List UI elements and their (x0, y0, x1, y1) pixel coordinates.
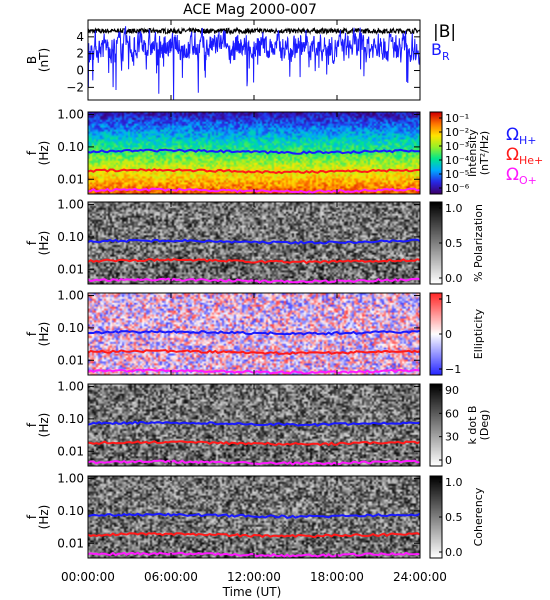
panels: 4 2 0 −2 B(nT) 10⁻¹10⁻²10⁻³10⁻⁴10⁻⁵10⁻⁶ Intens… (25, 19, 491, 584)
y-axis-label: (Hz) (37, 505, 51, 530)
colorbar-tick-label: −1 (445, 363, 461, 376)
gyrofrequency-line (88, 238, 420, 245)
y-tick-label: 0.01 (57, 262, 84, 276)
gyrofrequency-line (88, 512, 420, 519)
colorbar-tick-label: 0.0 (445, 272, 463, 285)
colorbar-label: Coherency (472, 487, 485, 546)
spectrogram-image (88, 202, 420, 284)
colorbar (430, 202, 442, 284)
colorbar-tick-label: 10⁻¹ (445, 112, 469, 125)
y-axis-label: (nT) (37, 48, 51, 72)
legend-b-r: BR (431, 40, 450, 63)
colorbar-tick-label: 60 (445, 407, 459, 420)
y-axis-label: (Hz) (37, 141, 51, 166)
colorbar-label: Intensity(nT²/Hz) (466, 129, 491, 177)
colorbar (430, 112, 442, 194)
y-tick-label: 0.10 (57, 504, 84, 518)
gyrofrequency-line (88, 258, 420, 265)
y-tick-label: −2 (66, 80, 84, 94)
colorbar-tick-label: 10⁻⁶ (445, 182, 470, 195)
colorbar (430, 293, 442, 375)
y-axis-label: f (25, 422, 39, 427)
colorbar-tick-label: 1.0 (445, 202, 463, 215)
colorbar-label: Ellipticity (472, 308, 485, 359)
y-tick-label: 0.01 (57, 353, 84, 367)
y-tick-label: 0.10 (57, 140, 84, 154)
spectrogram-image (88, 293, 420, 375)
gyrofrequency-line (88, 440, 420, 447)
y-tick-label: 0.10 (57, 321, 84, 335)
y-tick-label: 1.00 (57, 198, 84, 212)
gyrofrequency-line (88, 168, 420, 175)
colorbar-label: % Polarization (472, 204, 485, 282)
y-axis-label: f (25, 331, 39, 336)
legend-b-total: |B| (433, 22, 456, 42)
gyrofrequency-line (88, 349, 420, 356)
x-tick-label: 00:00:00 (61, 570, 115, 584)
gyrofrequency-line (88, 148, 420, 155)
colorbar-tick-label: 10⁻² (445, 126, 469, 139)
gyrofrequency-legend-entry: ΩH+ (506, 125, 537, 147)
spectrogram-image (88, 112, 420, 194)
colorbar-tick-label: 10⁻⁵ (445, 168, 469, 181)
series-line (88, 26, 420, 36)
y-tick-label: 1.00 (57, 380, 84, 394)
y-tick-label: 0.10 (57, 230, 84, 244)
y-tick-label: 0.01 (57, 536, 84, 550)
y-axis-label: (Hz) (37, 231, 51, 256)
y-tick-label: 1.00 (57, 108, 84, 122)
gyrofrequency-line (88, 420, 420, 427)
x-axis-label: Time (UT) (222, 585, 282, 599)
colorbar-tick-label: 90 (445, 384, 459, 397)
colorbar (430, 476, 442, 558)
colorbar-frame (429, 383, 443, 467)
colorbar-tick-label: 30 (445, 431, 459, 444)
y-axis-label: f (25, 240, 39, 245)
colorbar-tick-label: 0.0 (445, 546, 463, 559)
colorbar-tick-label: 0 (445, 454, 452, 467)
colorbar-tick-label: 0 (445, 328, 452, 341)
gyrofrequency-line (88, 532, 420, 539)
gyrofrequency-legend-entry: ΩO+ (506, 165, 537, 187)
colorbar-frame (429, 111, 443, 195)
colorbar-tick-label: 10⁻⁴ (445, 154, 470, 167)
y-tick-label: 0.10 (57, 412, 84, 426)
gyrofrequency-legend: ΩH+ΩHe+ΩO+ (506, 125, 543, 187)
gyrofrequency-line (88, 329, 420, 336)
y-axis-label: (Hz) (37, 322, 51, 347)
y-tick-label: 4 (76, 30, 84, 44)
colorbar (430, 384, 442, 466)
colorbar-tick-label: 10⁻³ (445, 140, 469, 153)
y-tick-label: 1.00 (57, 289, 84, 303)
colorbar-label: k dot B(Deg) (466, 406, 491, 445)
y-tick-label: 0.01 (57, 444, 84, 458)
colorbar-tick-label: 0.5 (445, 237, 463, 250)
y-axis-label: (Hz) (37, 413, 51, 438)
x-tick-label: 06:00:00 (144, 570, 198, 584)
y-axis-label: f (25, 150, 39, 155)
y-tick-label: 1.00 (57, 472, 84, 486)
x-tick-label: 12:00:00 (227, 570, 281, 584)
y-axis-label: B (25, 56, 39, 64)
colorbar-tick-label: 0.5 (445, 511, 463, 524)
y-axis-label: f (25, 514, 39, 519)
colorbar-tick-label: 1 (445, 293, 452, 306)
page-title: ACE Mag 2000-007 (183, 2, 317, 18)
y-tick-label: 2 (76, 47, 84, 61)
y-tick-label: 0 (76, 64, 84, 78)
gyrofrequency-legend-entry: ΩHe+ (506, 145, 543, 167)
y-tick-label: 0.01 (57, 172, 84, 186)
x-tick-label: 18:00:00 (310, 570, 364, 584)
series-line (88, 26, 420, 100)
colorbar-tick-label: 1.0 (445, 476, 463, 489)
x-tick-label: 24:00:00 (393, 570, 447, 584)
